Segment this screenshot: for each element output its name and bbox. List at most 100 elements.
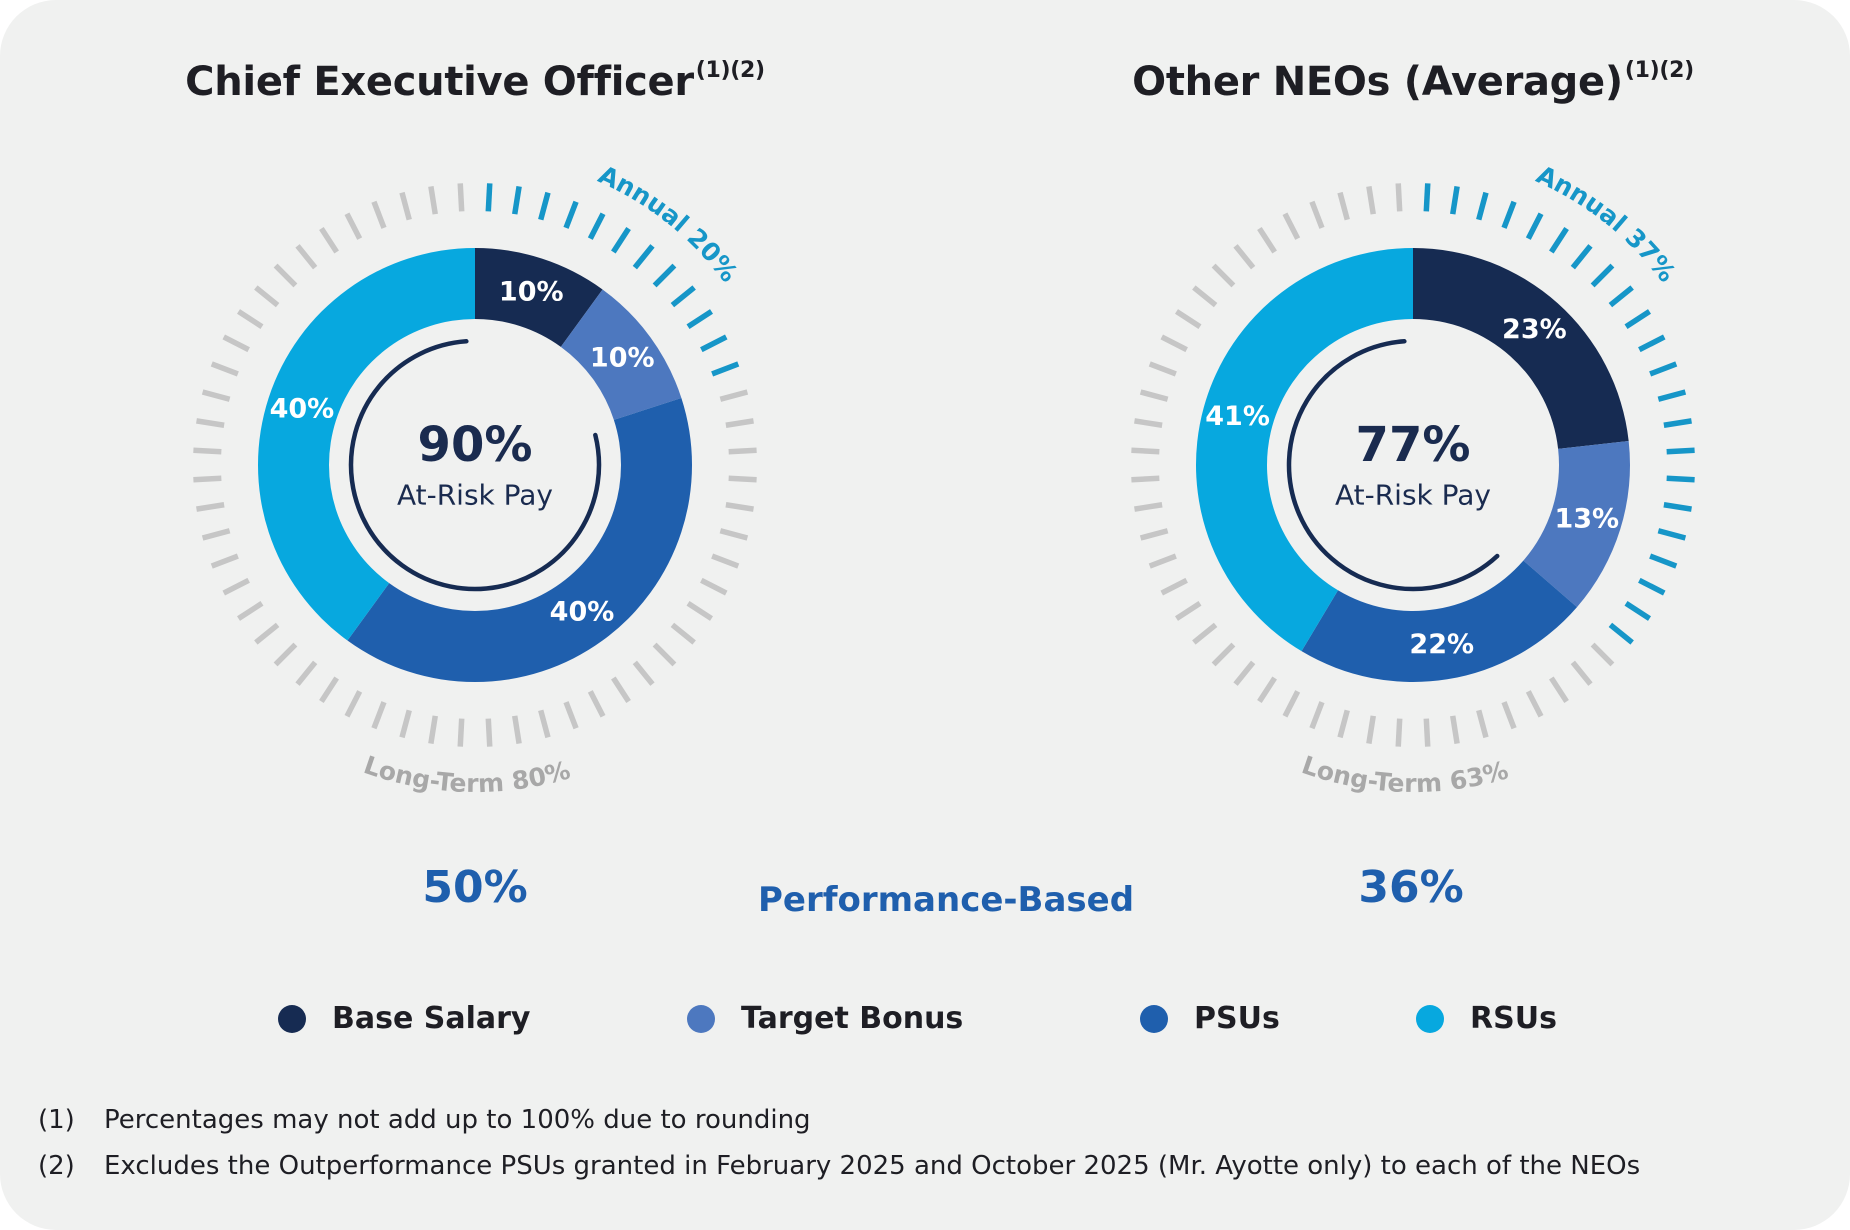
long-term-tick-ceo <box>563 701 579 730</box>
long-term-tick-ceo <box>428 715 438 744</box>
long-term-tick-neo <box>1139 389 1169 402</box>
long-term-tick-ceo <box>196 502 225 512</box>
slice-rsus-neo <box>1196 248 1413 652</box>
annual-tick-neo <box>1570 244 1593 270</box>
slice-label-psus-ceo: 40% <box>550 597 615 628</box>
long-term-tick-ceo <box>399 191 412 221</box>
long-term-label-neo: Long-Term 63% <box>1298 750 1511 798</box>
long-term-tick-ceo <box>632 660 655 686</box>
long-term-tick-ceo <box>254 285 280 308</box>
legend-label-rsus: RSUs <box>1470 1001 1557 1036</box>
performance-based-ceo-value: 50% <box>422 862 528 913</box>
annual-tick-ceo <box>538 191 551 221</box>
footnote-2-number: (2) <box>38 1151 75 1181</box>
long-term-tick-neo <box>1257 676 1277 704</box>
slice-label-target-bonus-neo: 13% <box>1554 504 1619 535</box>
annual-tick-ceo <box>485 183 493 212</box>
long-term-tick-neo <box>1337 709 1350 739</box>
annual-tick-neo <box>1624 309 1652 329</box>
long-term-tick-neo <box>1192 622 1218 645</box>
legend-item-base-salary: Base Salary <box>278 1001 531 1036</box>
annual-tick-neo <box>1549 226 1569 254</box>
long-term-tick-ceo <box>222 334 250 353</box>
long-term-tick-ceo <box>728 447 757 455</box>
at-risk-arc-ceo <box>348 339 602 592</box>
chart-title-ceo-footnote-ref: (1)(2) <box>695 58 765 83</box>
slice-target-bonus-ceo <box>560 289 682 420</box>
long-term-tick-neo <box>1282 212 1301 240</box>
annual-tick-neo <box>1476 191 1489 221</box>
annual-tick-neo <box>1657 389 1687 402</box>
long-term-tick-ceo <box>201 389 231 402</box>
annual-tick-ceo <box>670 285 696 308</box>
annual-tick-neo <box>1649 553 1678 569</box>
long-term-tick-ceo <box>711 553 740 569</box>
long-term-tick-ceo <box>236 309 264 329</box>
center-value-neo: 77% <box>1356 417 1471 473</box>
long-term-tick-ceo <box>719 389 749 402</box>
slice-label-base-salary-ceo: 10% <box>499 276 564 307</box>
long-term-tick-ceo <box>371 701 387 730</box>
annual-tick-neo <box>1608 285 1634 308</box>
long-term-tick-ceo <box>344 690 363 718</box>
legend-swatch-psus <box>1140 1004 1168 1033</box>
long-term-tick-ceo <box>611 676 631 704</box>
long-term-tick-ceo <box>273 642 298 667</box>
slice-target-bonus-neo <box>1523 440 1630 608</box>
slice-base-salary-neo <box>1413 248 1629 449</box>
long-term-tick-neo <box>1395 183 1403 212</box>
footnote-1-text: Percentages may not add up to 100% due t… <box>104 1105 811 1135</box>
slice-label-target-bonus-ceo: 10% <box>590 343 655 374</box>
performance-based-label: Performance-Based <box>757 880 1135 920</box>
long-term-tick-ceo <box>538 709 551 739</box>
footnote-2: (2) Excludes the Outperformance PSUs gra… <box>38 1151 1640 1181</box>
annual-tick-neo <box>1666 475 1695 483</box>
chart-title-neo-footnote-ref: (1)(2) <box>1624 58 1694 83</box>
legend-item-target-bonus: Target Bonus <box>687 1001 963 1036</box>
long-term-tick-ceo <box>728 475 757 483</box>
long-term-tick-ceo <box>295 244 318 270</box>
at-risk-arc-neo <box>1286 339 1500 592</box>
chart-title-ceo: Chief Executive Officer(1)(2) <box>185 58 765 105</box>
long-term-tick-neo <box>1134 418 1163 428</box>
long-term-tick-neo <box>1476 709 1489 739</box>
legend-swatch-base-salary <box>278 1004 306 1033</box>
long-term-tick-neo <box>1395 718 1403 747</box>
annual-tick-neo <box>1501 200 1517 229</box>
slice-label-rsus-ceo: 40% <box>270 393 335 424</box>
long-term-tick-neo <box>1570 660 1593 686</box>
annual-tick-ceo <box>587 212 606 240</box>
long-term-tick-neo <box>1525 690 1544 718</box>
long-term-tick-neo <box>1174 309 1202 329</box>
long-term-tick-neo <box>1211 263 1236 288</box>
chart-title-neo-text: Other NEOs (Average) <box>1132 59 1623 105</box>
annual-tick-neo <box>1638 334 1666 353</box>
long-term-tick-ceo <box>371 200 387 229</box>
legend-label-target-bonus: Target Bonus <box>741 1001 964 1036</box>
long-term-tick-neo <box>1192 285 1218 308</box>
long-term-tick-neo <box>1282 690 1301 718</box>
long-term-tick-neo <box>1134 502 1163 512</box>
annual-tick-ceo <box>512 186 522 215</box>
long-term-tick-neo <box>1309 701 1325 730</box>
long-term-tick-neo <box>1337 191 1350 221</box>
long-term-tick-neo <box>1148 553 1177 569</box>
long-term-tick-neo <box>1211 642 1236 667</box>
annual-tick-neo <box>1525 212 1544 240</box>
long-term-tick-ceo <box>210 553 239 569</box>
long-term-tick-ceo <box>222 577 250 596</box>
long-term-tick-neo <box>1131 447 1160 455</box>
slice-label-base-salary-neo: 23% <box>1502 314 1567 345</box>
long-term-tick-neo <box>1233 244 1256 270</box>
long-term-tick-neo <box>1257 226 1277 254</box>
long-term-tick-neo <box>1131 475 1160 483</box>
center-value-ceo: 90% <box>418 417 533 473</box>
annual-tick-neo <box>1663 418 1692 428</box>
annual-tick-ceo <box>563 200 579 229</box>
center-label-neo: At-Risk Pay <box>1335 479 1491 512</box>
annual-tick-ceo <box>652 263 677 288</box>
annual-tick-neo <box>1590 263 1615 288</box>
long-term-tick-ceo <box>193 447 222 455</box>
